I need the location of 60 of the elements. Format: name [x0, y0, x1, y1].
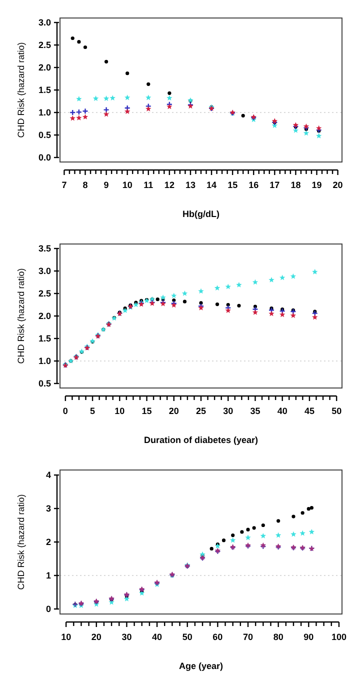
x-tick-label: 20: [332, 180, 343, 190]
y-tick-label: 1.0: [38, 356, 51, 366]
x-tick-label: 35: [250, 406, 260, 416]
x-tick-label: 16: [248, 180, 259, 190]
y-tick-label: 3: [46, 504, 51, 514]
y-tick-label: 1.0: [38, 108, 51, 118]
y-tick-label: 0.0: [38, 152, 51, 163]
x-tick-label: 15: [228, 180, 238, 190]
x-tick-label: 10: [61, 632, 72, 642]
y-axis-title: CHD Risk (hazard ratio): [16, 268, 26, 364]
x-tick-label: 80: [273, 632, 284, 642]
x-tick-label: 90: [304, 632, 314, 642]
x-tick-label: 30: [223, 406, 234, 416]
x-tick-label: 10: [114, 406, 125, 416]
y-tick-label: 2: [46, 537, 51, 548]
x-tick-label: 60: [212, 632, 223, 642]
y-tick-label: 1: [46, 570, 51, 581]
y-tick-label: 3.5: [38, 244, 51, 254]
y-axis-title: CHD Risk (hazard ratio): [16, 494, 26, 590]
y-axis-title: CHD Risk (hazard ratio): [16, 42, 26, 138]
y-tick-label: 1.5: [38, 85, 51, 96]
x-tick-label: 14: [206, 180, 217, 190]
x-tick-label: 19: [312, 180, 322, 190]
x-tick-label: 40: [152, 632, 162, 642]
x-tick-label: 18: [290, 180, 301, 190]
x-tick-label: 50: [332, 406, 342, 416]
y-tick-label: 0: [46, 604, 51, 614]
x-tick-label: 40: [277, 406, 288, 416]
y-tick-label: 2.0: [38, 311, 51, 322]
x-tick-label: 30: [122, 632, 132, 642]
y-tick-label: 0.5: [38, 130, 51, 140]
x-tick-label: 10: [122, 180, 132, 190]
y-tick-label: 2.0: [38, 62, 51, 73]
x-tick-label: 15: [142, 406, 152, 416]
x-axis-title: Hb(g/dL): [182, 209, 220, 219]
y-tick-label: 3.0: [38, 266, 51, 276]
y-tick-label: 2.5: [38, 40, 51, 50]
x-tick-label: 20: [168, 406, 179, 416]
x-tick-label: 13: [185, 180, 196, 190]
x-tick-label: 45: [304, 406, 314, 416]
x-axis-title: Duration of diabetes (year): [144, 435, 258, 445]
x-tick-label: 8: [82, 180, 88, 190]
y-tick-label: 0.5: [38, 378, 51, 389]
x-axis-title: Age (year): [178, 661, 224, 671]
x-tick-label: 25: [196, 406, 206, 416]
y-tick-label: 3.0: [38, 18, 51, 28]
y-tick-label: 1.5: [38, 334, 51, 344]
y-tick-label: 4: [46, 470, 51, 480]
x-tick-label: 17: [270, 180, 280, 190]
x-tick-label: 11: [144, 180, 154, 190]
x-tick-label: 7: [62, 180, 67, 190]
x-tick-label: 100: [331, 632, 346, 642]
x-tick-label: 9: [104, 180, 109, 190]
y-tick-label: 2.5: [38, 288, 51, 299]
x-tick-label: 5: [90, 406, 96, 416]
x-tick-label: 50: [182, 632, 192, 642]
x-tick-label: 12: [164, 180, 174, 190]
x-tick-label: 20: [91, 632, 102, 642]
x-tick-label: 0: [62, 406, 68, 416]
x-tick-label: 70: [242, 632, 254, 642]
